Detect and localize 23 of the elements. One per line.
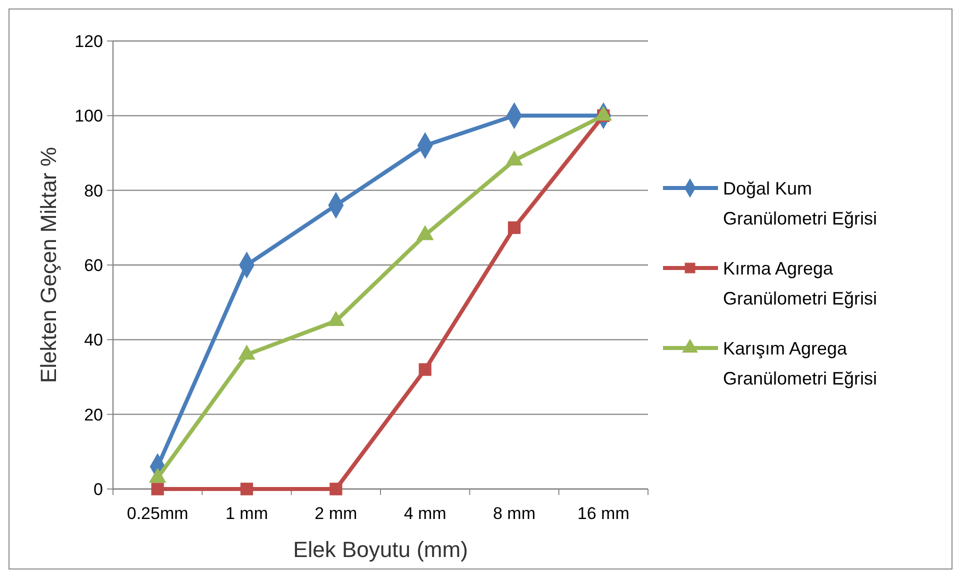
- y-tick-label: 100: [74, 106, 103, 126]
- x-tick-label: 8 mm: [493, 504, 536, 523]
- point: [151, 482, 164, 496]
- y-tick-label: 20: [84, 405, 103, 424]
- x-tick-label: 4 mm: [404, 504, 446, 523]
- y-axis-title: Elekten Geçen Miktar %: [36, 147, 61, 383]
- x-axis-title: Elek Boyutu (mm): [293, 537, 468, 562]
- point: [330, 482, 342, 496]
- y-tick-label: 0: [94, 480, 103, 499]
- point: [418, 363, 432, 376]
- x-tick-label: 16 mm: [577, 504, 630, 523]
- point: [240, 482, 254, 496]
- y-tick-label: 40: [84, 330, 103, 350]
- x-tick-label: 1 mm: [226, 504, 268, 523]
- point: [508, 221, 521, 234]
- y-tick-label: 60: [84, 256, 103, 275]
- x-tick-label: 2 mm: [314, 504, 358, 523]
- y-tick-label: 120: [74, 32, 103, 51]
- legend-label: Karışım Agrega Granülometri Eğrisi: [723, 338, 878, 388]
- legend-label: Kırma Agrega Granülometri Eğrisi: [723, 258, 878, 308]
- legend-label: Doğal Kum Granülometri Eğrisi: [723, 178, 878, 228]
- y-tick-label: 80: [84, 181, 103, 200]
- x-tick-label: 0.25mm: [126, 504, 188, 523]
